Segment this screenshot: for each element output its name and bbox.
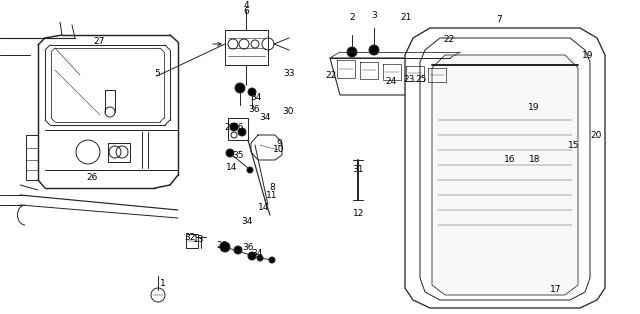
Text: 27: 27 [93,37,105,46]
Text: 25: 25 [415,75,427,84]
Text: 21: 21 [400,14,412,23]
Circle shape [248,88,256,96]
Polygon shape [186,234,198,248]
Circle shape [226,149,234,157]
Text: 5: 5 [154,68,160,78]
Circle shape [347,47,357,57]
Text: 11: 11 [266,192,278,201]
Circle shape [257,255,263,261]
Circle shape [247,167,253,173]
Text: 18: 18 [529,155,541,165]
Text: 33: 33 [284,68,295,78]
Text: 10: 10 [273,145,285,154]
Text: 30: 30 [282,107,294,116]
Text: 36: 36 [232,122,244,132]
Text: 31: 31 [352,165,364,175]
Text: 35: 35 [232,150,244,160]
Text: 19: 19 [528,104,540,112]
Text: 7: 7 [496,15,502,24]
Text: 26: 26 [86,174,98,182]
Text: 17: 17 [550,285,562,295]
Circle shape [220,242,230,252]
Polygon shape [225,30,268,65]
Text: 24: 24 [385,78,397,86]
Text: 14: 14 [259,203,269,212]
Polygon shape [405,28,605,308]
Circle shape [369,45,379,55]
Polygon shape [330,58,460,95]
Text: 32: 32 [184,232,196,241]
Text: 36: 36 [243,243,253,252]
Text: 6: 6 [243,8,249,17]
Text: 3: 3 [371,12,377,20]
Polygon shape [420,38,590,300]
Text: 14: 14 [227,164,237,172]
Text: 22: 22 [325,71,337,79]
Text: 22: 22 [444,35,454,45]
Circle shape [234,246,242,254]
Text: 28: 28 [224,122,236,132]
Text: 2: 2 [349,14,355,23]
Text: 8: 8 [269,183,275,192]
Text: 34: 34 [250,93,262,101]
Text: 12: 12 [353,208,365,218]
Text: 34: 34 [252,250,262,258]
Text: 4: 4 [243,1,249,9]
Circle shape [269,257,275,263]
Text: 23: 23 [403,75,415,84]
Text: 34: 34 [241,216,253,225]
Circle shape [235,83,245,93]
Text: 1: 1 [160,279,166,288]
Text: 34: 34 [259,112,271,122]
Polygon shape [228,118,248,140]
Text: 16: 16 [504,155,516,165]
Circle shape [230,123,238,131]
Circle shape [248,252,256,260]
Text: 36: 36 [248,106,260,115]
Text: 19: 19 [582,51,594,59]
Text: 9: 9 [276,138,282,148]
Text: 20: 20 [590,131,602,139]
Text: 29: 29 [216,241,228,250]
Text: 13: 13 [193,236,205,245]
Circle shape [238,128,246,136]
Text: 15: 15 [568,140,580,149]
Polygon shape [432,55,578,295]
